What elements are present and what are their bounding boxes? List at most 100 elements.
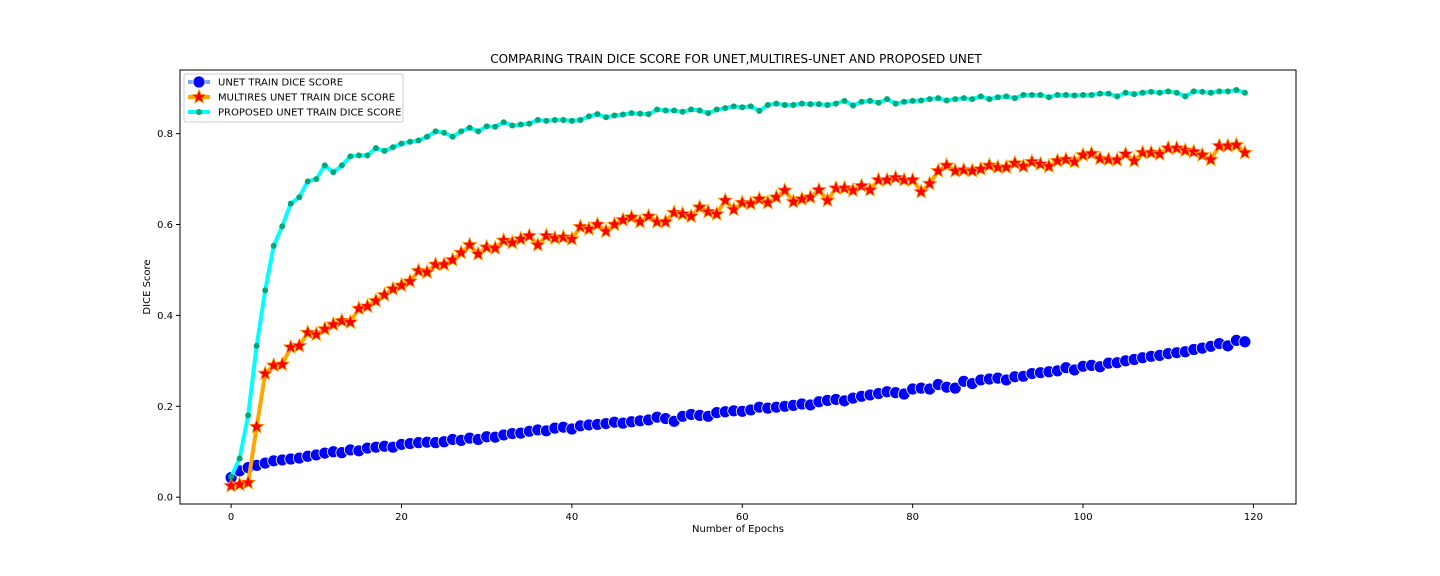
- legend-label: MULTIRES UNET TRAIN DICE SCORE: [218, 93, 395, 104]
- data-point: [296, 194, 303, 201]
- data-point: [858, 98, 865, 105]
- data-point: [688, 106, 695, 113]
- data-point: [798, 100, 805, 107]
- data-point: [1241, 89, 1248, 96]
- data-point: [1091, 150, 1109, 166]
- x-tick-label: 100: [1073, 512, 1092, 523]
- data-point: [551, 116, 558, 123]
- data-point: [790, 101, 797, 108]
- data-point: [1125, 152, 1143, 168]
- data-point: [304, 178, 311, 185]
- data-point: [1185, 143, 1202, 159]
- series-1: [224, 333, 1252, 485]
- data-point: [1006, 154, 1024, 171]
- data-point: [713, 106, 720, 113]
- data-point: [372, 145, 379, 152]
- data-point: [926, 96, 933, 103]
- data-point: [458, 128, 465, 135]
- data-point: [696, 107, 703, 114]
- data-point: [671, 107, 678, 114]
- data-point: [449, 133, 456, 140]
- x-tick-label: 20: [395, 512, 408, 523]
- data-point: [321, 162, 328, 169]
- data-point: [398, 140, 405, 147]
- data-point: [364, 152, 371, 159]
- x-tick-label: 0: [228, 512, 234, 523]
- y-tick-label: 0.2: [157, 402, 173, 413]
- data-point: [708, 205, 725, 222]
- plot-frame: [179, 69, 1297, 505]
- data-point: [585, 113, 592, 120]
- data-point: [517, 121, 524, 128]
- data-point: [969, 96, 976, 103]
- data-point: [918, 97, 925, 104]
- data-point: [1088, 91, 1095, 98]
- data-point: [679, 108, 686, 115]
- data-point: [1228, 136, 1245, 152]
- data-point: [1177, 141, 1194, 158]
- data-point: [555, 228, 572, 245]
- y-tick-label: 0.8: [157, 129, 173, 140]
- data-point: [529, 236, 546, 252]
- data-point: [563, 230, 581, 247]
- data-point: [1003, 93, 1010, 100]
- data-point: [401, 272, 419, 289]
- legend-item: UNET TRAIN DICE SCORE: [188, 75, 343, 89]
- data-point: [333, 312, 351, 328]
- data-point: [904, 171, 921, 187]
- data-point: [773, 100, 780, 107]
- data-point: [887, 169, 904, 185]
- data-point: [253, 342, 260, 349]
- data-point: [526, 120, 533, 127]
- data-point: [921, 174, 938, 191]
- data-point: [534, 116, 541, 123]
- data-point: [691, 198, 708, 215]
- data-point: [577, 116, 584, 123]
- data-point: [1032, 155, 1049, 172]
- series-3: [228, 86, 1248, 480]
- data-point: [948, 381, 962, 395]
- data-point: [407, 138, 414, 145]
- data-point: [751, 190, 768, 207]
- data-point: [977, 93, 984, 100]
- legend: UNET TRAIN DICE SCORE MULTIRES UNET TRAIN…: [183, 73, 404, 123]
- data-point: [1131, 91, 1138, 98]
- data-point: [909, 97, 916, 104]
- data-point: [279, 223, 286, 230]
- data-point: [776, 181, 794, 198]
- data-point: [1080, 91, 1087, 98]
- data-point: [1224, 88, 1231, 95]
- legend-marker: [190, 88, 208, 104]
- data-point: [1233, 86, 1240, 93]
- legend-item: PROPOSED UNET TRAIN DICE SCORE: [188, 108, 401, 119]
- data-point: [867, 97, 874, 104]
- data-point: [594, 111, 601, 118]
- data-point: [291, 337, 308, 353]
- data-point: [538, 227, 555, 243]
- data-point: [981, 156, 998, 173]
- data-point: [338, 162, 345, 169]
- legend-box: [183, 73, 404, 123]
- data-point: [461, 236, 478, 252]
- data-point: [1173, 89, 1180, 96]
- x-axis-label: Number of Epochs: [692, 524, 784, 535]
- data-point: [699, 203, 717, 219]
- data-point: [960, 95, 967, 102]
- data-point: [1194, 146, 1211, 162]
- y-tick-label: 0.4: [157, 311, 173, 322]
- data-point: [611, 112, 618, 119]
- data-point: [262, 287, 269, 294]
- x-tick-label: 120: [1244, 512, 1263, 523]
- data-point: [861, 181, 879, 197]
- data-point: [1054, 91, 1061, 98]
- data-point: [415, 137, 422, 144]
- data-point: [657, 213, 674, 229]
- data-point: [1148, 88, 1155, 95]
- data-point: [815, 101, 822, 108]
- data-point: [1071, 92, 1078, 99]
- data-point: [1165, 88, 1172, 95]
- data-point: [1122, 89, 1129, 96]
- data-point: [841, 97, 848, 104]
- data-point: [248, 418, 265, 434]
- data-point: [1156, 89, 1163, 96]
